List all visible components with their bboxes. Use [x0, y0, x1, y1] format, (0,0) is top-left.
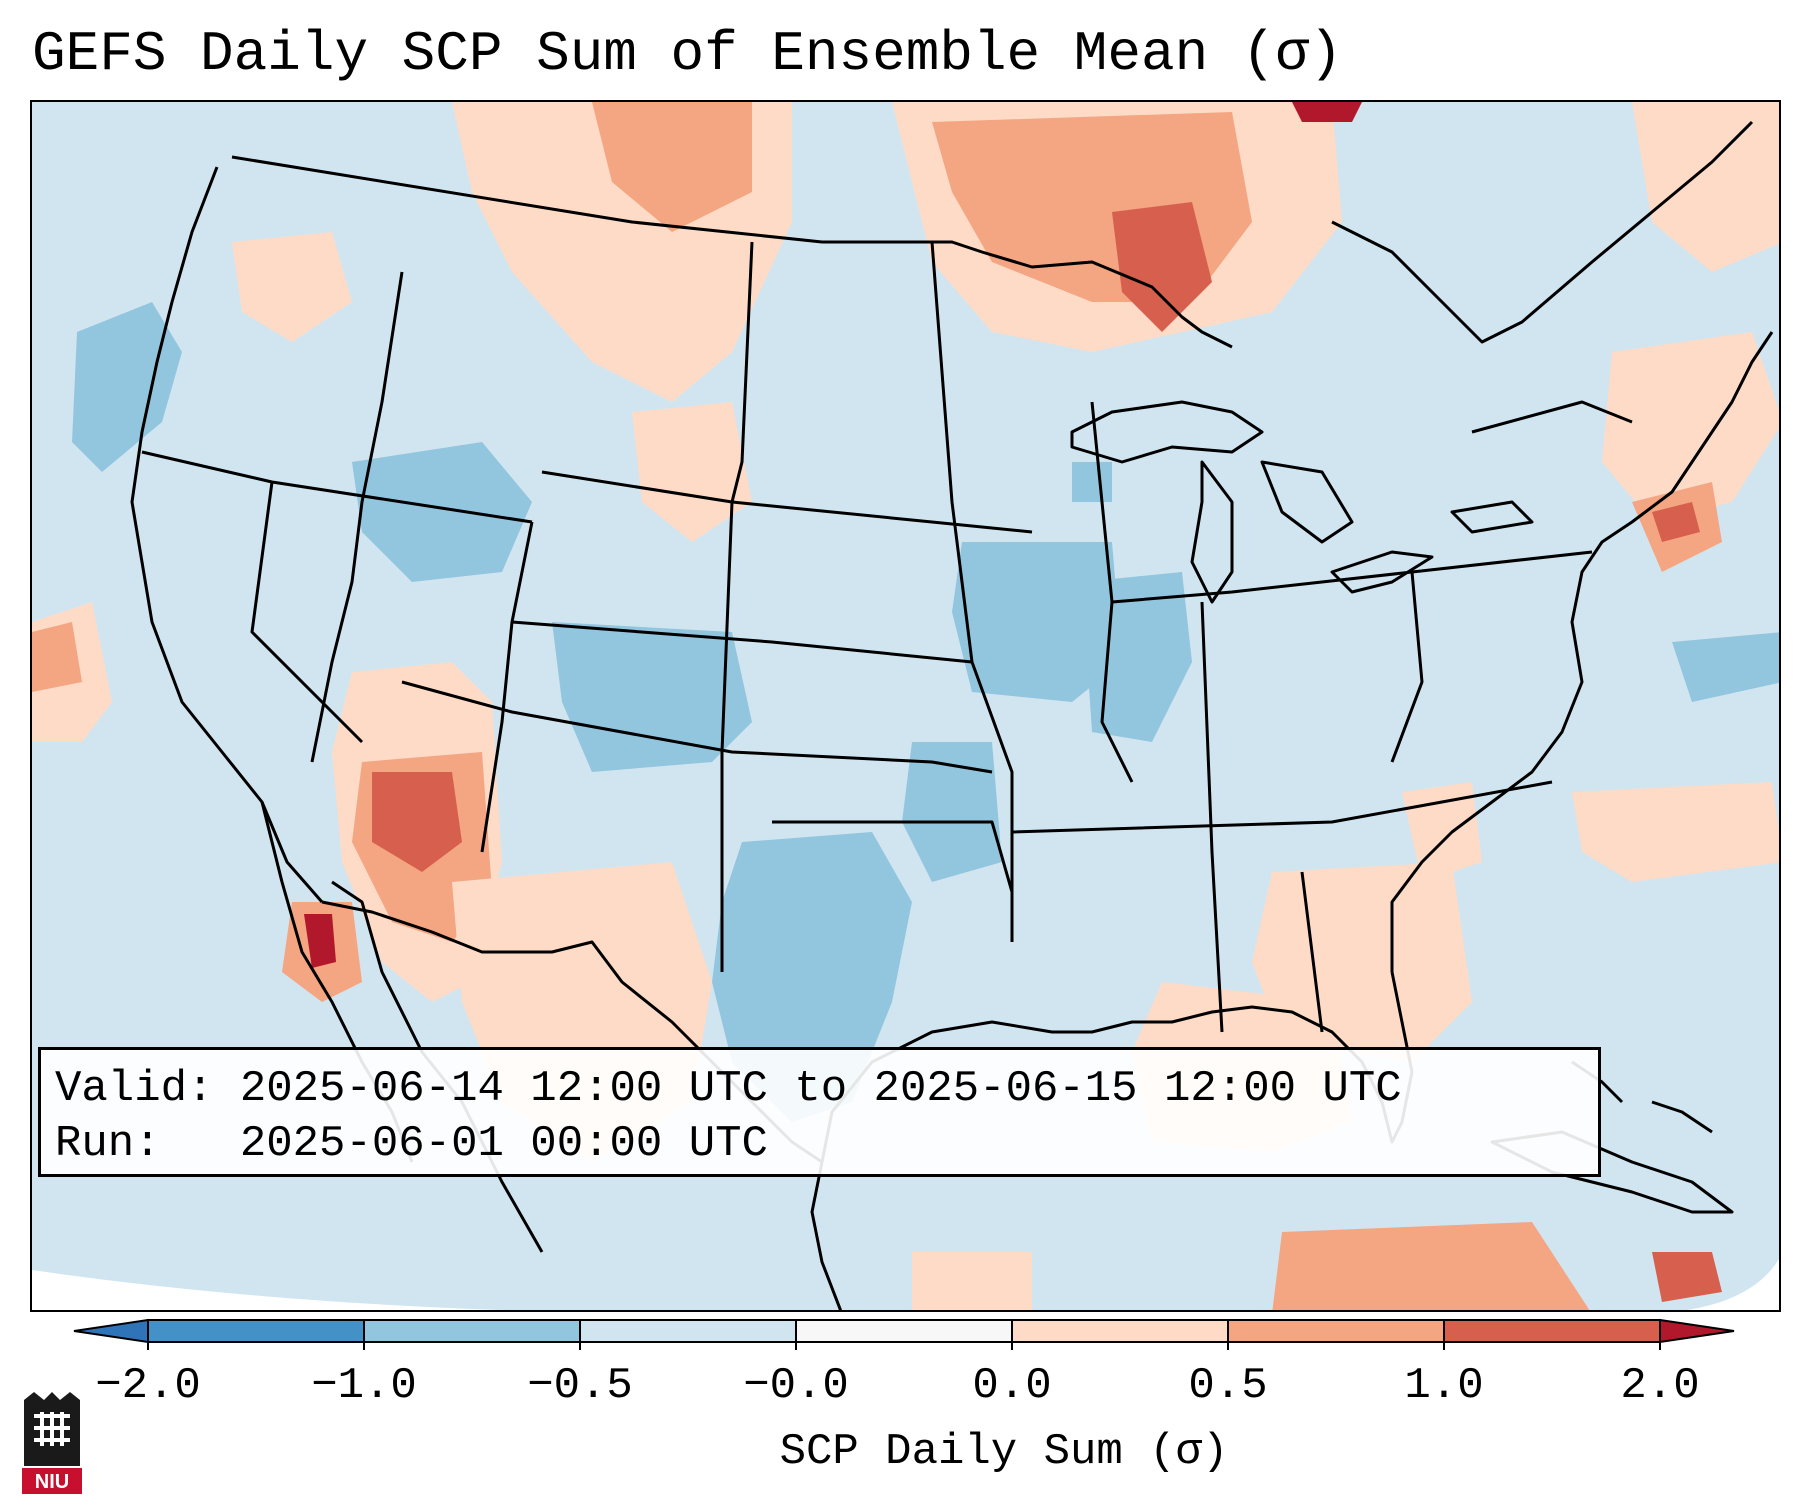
- atlantic-coastline: [1390, 331, 1774, 972]
- state-line: [930, 241, 1014, 942]
- niu-university-logo-icon: NIU: [22, 1392, 82, 1494]
- colorbar-tick-label: 0.0: [972, 1361, 1052, 1411]
- projection-edge-left: [32, 1270, 501, 1310]
- lake-superior-outline: [1070, 400, 1264, 464]
- logo-crenellation: [24, 1392, 80, 1400]
- chart-title: GEFS Daily SCP Sum of Ensemble Mean (σ): [32, 22, 1343, 86]
- anomaly-patch-positive: [232, 232, 352, 342]
- logo-banner: [22, 1468, 82, 1494]
- anomaly-patch-positive: [1652, 502, 1700, 542]
- colorbar-under-extension: [73, 1318, 149, 1344]
- state-line: [401, 680, 993, 774]
- state-line: [1111, 550, 1593, 604]
- state-line: [1300, 871, 1324, 1033]
- anomaly-patch-negative: [72, 302, 182, 472]
- colorbar-tick-label: 0.5: [1188, 1361, 1268, 1411]
- anomaly-patch-positive: [32, 622, 82, 692]
- lake-michigan-outline: [1190, 460, 1234, 604]
- anomaly-patch-positive: [912, 1252, 1032, 1310]
- anomaly-patch-positive: [1292, 102, 1362, 122]
- anomaly-patch-negative: [552, 622, 752, 772]
- anomaly-patch-positive: [1652, 1252, 1722, 1302]
- anomaly-patch-positive: [1112, 202, 1212, 332]
- lake-huron-outline: [1260, 460, 1354, 544]
- logo-text: NIU: [35, 1471, 69, 1493]
- anomaly-patch-positive: [592, 102, 752, 232]
- bahamas-outline: [1651, 1100, 1713, 1134]
- colorbar-tick-label: 2.0: [1620, 1361, 1700, 1411]
- validity-info-box: Valid: 2025-06-14 12:00 UTC to 2025-06-1…: [38, 1047, 1601, 1177]
- anomaly-patch-negative: [952, 542, 1122, 702]
- colorbar-segment: [148, 1320, 365, 1342]
- anomaly-patch-positive: [372, 772, 462, 872]
- anomaly-patch-positive: [1572, 782, 1779, 882]
- anomaly-patch-positive: [632, 402, 752, 542]
- state-line: [1471, 400, 1633, 434]
- canada-east-coastline: [1331, 120, 1754, 344]
- colorbar-segment: [580, 1320, 797, 1342]
- valid-label: Valid:: [55, 1064, 214, 1114]
- anomaly-patch-negative: [902, 742, 1002, 882]
- state-line: [1390, 571, 1424, 763]
- anomaly-patch-positive: [304, 914, 336, 968]
- colorbar-segment: [796, 1320, 1013, 1342]
- mexico-gulf-coastline: [810, 1161, 843, 1310]
- colorbar-tick-label: −1.0: [311, 1361, 417, 1411]
- state-line: [1090, 401, 1134, 783]
- anomaly-patch-positive: [1272, 1222, 1590, 1310]
- colorbar-tick-label: −0.0: [743, 1361, 849, 1411]
- state-line: [1011, 780, 1553, 834]
- colorbar-tick-label: 1.0: [1404, 1361, 1484, 1411]
- state-line: [541, 470, 1033, 534]
- state-line: [310, 271, 404, 763]
- lake-erie-outline: [1330, 550, 1434, 594]
- political-boundaries: [130, 120, 1774, 1310]
- valid-time-range: 2025-06-14 12:00 UTC to 2025-06-15 12:00…: [239, 1064, 1402, 1114]
- lake-ontario-outline: [1450, 500, 1534, 534]
- projection-edge-right: [1686, 1258, 1779, 1310]
- state-line: [1200, 601, 1224, 1033]
- colorbar-tick-label: −0.5: [527, 1361, 633, 1411]
- colorbar: [73, 1318, 1735, 1350]
- anomaly-patch-negative: [1072, 462, 1112, 502]
- colorbar-segment: [1228, 1320, 1445, 1342]
- run-label: Run:: [55, 1119, 161, 1169]
- state-line: [772, 820, 1014, 893]
- colorbar-segment: [1012, 1320, 1229, 1342]
- colorbar-over-extension: [1659, 1318, 1735, 1344]
- anomaly-patch-positive: [1632, 102, 1779, 272]
- colorbar-label: SCP Daily Sum (σ): [779, 1427, 1229, 1477]
- state-line: [511, 620, 973, 664]
- colorbar-tick-label: −2.0: [95, 1361, 201, 1411]
- state-line: [480, 521, 534, 853]
- state-line: [730, 241, 754, 503]
- colorbar-segment: [1444, 1320, 1661, 1342]
- anomaly-patch-positive: [1602, 332, 1779, 522]
- run-time: 2025-06-01 00:00 UTC: [239, 1119, 768, 1169]
- state-line: [250, 481, 364, 744]
- colorbar-segment: [364, 1320, 581, 1342]
- state-line: [720, 501, 734, 972]
- anomaly-patch-negative: [1672, 632, 1779, 702]
- anomaly-patch-negative: [352, 442, 532, 582]
- us-canada-border: [231, 155, 1233, 349]
